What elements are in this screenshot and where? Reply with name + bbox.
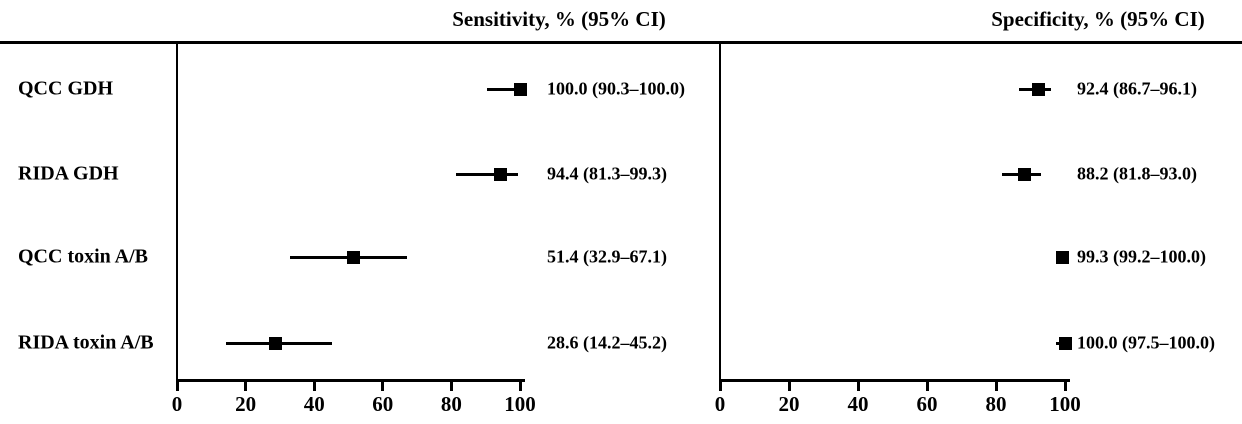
x-axis-tick-mark <box>518 382 522 391</box>
test-row-label: QCC GDH <box>18 77 113 100</box>
x-axis-tick-mark <box>449 382 453 391</box>
y-axis-line <box>176 44 178 382</box>
x-axis-tick-mark <box>1063 382 1067 391</box>
header-divider-rule <box>0 41 1242 44</box>
sensitivity-panel-title: Sensitivity, % (95% CI) <box>452 7 666 31</box>
x-axis-tick-mark <box>381 382 385 391</box>
estimate-value-label: 28.6 (14.2–45.2) <box>547 332 667 353</box>
point-estimate-marker <box>346 250 360 264</box>
x-axis-tick-label: 40 <box>847 392 869 416</box>
specificity-panel: 0 20 40 60 80 100 <box>715 44 1081 416</box>
x-axis-tick-label: 20 <box>235 392 257 416</box>
estimate-value-label: 99.3 (99.2–100.0) <box>1077 246 1206 267</box>
point-estimate-marker <box>1017 167 1031 181</box>
ci-whisker <box>486 87 520 91</box>
estimate-value-label: 51.4 (32.9–67.1) <box>547 246 667 267</box>
x-axis-tick-label: 100 <box>504 392 536 416</box>
x-axis-tick-mark <box>856 382 860 391</box>
x-axis-tick-mark <box>718 382 722 391</box>
x-axis-tick-label: 40 <box>303 392 325 416</box>
x-axis-tick-mark <box>994 382 998 391</box>
estimate-value-label: 88.2 (81.8–93.0) <box>1077 163 1197 184</box>
x-axis-tick-mark <box>925 382 929 391</box>
test-row-label: QCC toxin A/B <box>18 245 149 268</box>
x-axis-tick-mark <box>175 382 179 391</box>
x-axis-tick-label: 60 <box>916 392 938 416</box>
estimate-value-label: 92.4 (86.7–96.1) <box>1077 78 1197 99</box>
point-estimate-marker <box>1058 336 1072 350</box>
test-row-label: RIDA toxin A/B <box>18 331 154 354</box>
estimate-value-label: 100.0 (97.5–100.0) <box>1077 332 1215 353</box>
x-axis-tick-label: 20 <box>778 392 800 416</box>
x-axis-tick-label: 0 <box>714 392 726 416</box>
x-axis-tick-label: 0 <box>171 392 183 416</box>
point-estimate-marker <box>1032 82 1046 96</box>
x-axis-tick-mark <box>244 382 248 391</box>
x-axis-tick-label: 80 <box>440 392 462 416</box>
x-axis-tick-label: 80 <box>985 392 1007 416</box>
x-axis-line <box>177 379 525 382</box>
sensitivity-panel: 0 20 40 60 80 100 <box>172 44 536 416</box>
x-axis-tick-label: 60 <box>372 392 394 416</box>
estimate-value-label: 100.0 (90.3–100.0) <box>547 78 685 99</box>
x-axis-tick-label: 100 <box>1049 392 1081 416</box>
point-estimate-marker <box>494 167 508 181</box>
point-estimate-marker <box>1056 250 1070 264</box>
x-axis-tick-mark <box>312 382 316 391</box>
y-axis-line <box>719 44 721 382</box>
test-row-label: RIDA GDH <box>18 162 119 185</box>
ci-whisker <box>455 172 518 176</box>
x-axis-line <box>720 379 1070 382</box>
point-estimate-marker <box>513 82 527 96</box>
point-estimate-marker <box>268 336 282 350</box>
specificity-panel-title: Specificity, % (95% CI) <box>991 7 1205 31</box>
x-axis-tick-mark <box>787 382 791 391</box>
estimate-value-label: 94.4 (81.3–99.3) <box>547 163 667 184</box>
